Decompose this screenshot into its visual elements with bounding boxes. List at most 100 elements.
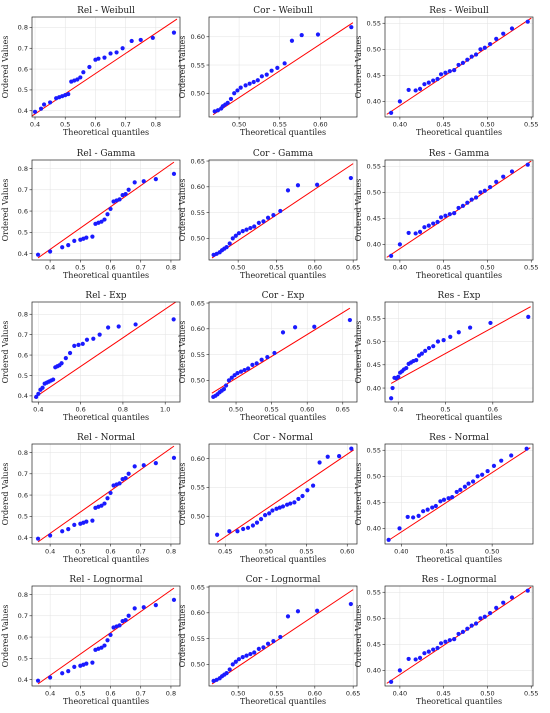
y-tick-label: 0.55 [191, 351, 205, 359]
data-point [233, 659, 238, 664]
data-point [284, 502, 290, 507]
data-point [396, 374, 401, 379]
data-point [236, 657, 242, 662]
y-tick-label: 0.7 [18, 45, 28, 53]
data-point [91, 336, 96, 341]
data-point [469, 197, 474, 202]
data-point [108, 632, 113, 638]
data-point [84, 519, 89, 524]
data-point [491, 463, 497, 468]
qq-panel: 0.4 0.6 0.8 1.0 0.4 0.5 0.6 0.7 0.8 Rel - Exp Theo… [1, 291, 181, 422]
data-point [248, 225, 253, 231]
data-point [501, 600, 506, 605]
data-point [349, 25, 354, 30]
data-point [422, 225, 427, 230]
x-tick-label: 0.6 [75, 406, 85, 414]
data-point [51, 377, 56, 382]
data-point [108, 490, 113, 496]
data-point [271, 639, 276, 644]
data-point [441, 497, 447, 502]
plot-frame [31, 16, 181, 118]
x-axis-label: Theoretical quantiles [63, 271, 149, 280]
y-tick-label: 0.7 [18, 612, 28, 620]
x-tick-label: 0.4 [393, 406, 403, 414]
panel-title: Res - Gamma [429, 149, 490, 159]
data-point [102, 217, 107, 222]
data-point [405, 514, 410, 520]
y-axis-label: Ordered Values [1, 179, 10, 242]
y-tick-label: 0.45 [367, 215, 381, 223]
data-point [259, 357, 264, 362]
data-point [255, 78, 260, 83]
data-point [406, 87, 411, 93]
data-point [133, 322, 138, 327]
data-point [34, 394, 39, 399]
data-point [72, 238, 77, 243]
x-tick-label: 0.6 [105, 690, 115, 698]
data-point [475, 474, 480, 479]
data-point [454, 489, 459, 495]
data-point [252, 650, 257, 655]
y-tick-label: 0.5 [18, 655, 28, 663]
data-point [509, 26, 515, 31]
y-tick-label: 0.7 [18, 331, 28, 339]
y-tick-label: 0.50 [191, 661, 205, 669]
y-tick-label: 0.7 [18, 186, 28, 194]
data-point [460, 203, 466, 208]
qq-panel: 0.50 0.55 0.60 0.65 0.50 0.55 0.60 0.65 Cor - Ga… [178, 149, 360, 280]
data-point [212, 109, 217, 114]
x-axis-label: Theoretical quantiles [240, 271, 326, 280]
y-axis-label: Ordered Values [1, 321, 10, 384]
data-point [105, 496, 110, 501]
data-point [295, 183, 301, 188]
data-point [246, 366, 251, 371]
data-point [132, 180, 137, 185]
x-axis-label: Theoretical quantiles [63, 697, 149, 706]
data-point [310, 483, 316, 488]
y-tick-label: 0.50 [367, 473, 381, 481]
data-point [221, 387, 227, 392]
x-tick-label: 1.0 [160, 406, 170, 414]
panel-title: Rel - Normal [77, 433, 135, 443]
reference-line [212, 22, 354, 116]
x-tick-label: 0.6 [105, 264, 115, 272]
y-tick-label: 0.5 [18, 513, 28, 521]
data-point [171, 171, 177, 176]
data-point [247, 81, 252, 86]
data-point [426, 223, 431, 228]
data-point [96, 56, 101, 61]
x-tick-label: 0.50 [480, 121, 494, 129]
data-point [141, 463, 146, 468]
qq-panel: 0.40 0.45 0.50 0.55 0.40 0.45 0.50 0.55 Res - Ga… [354, 149, 538, 280]
data-point [406, 656, 411, 662]
data-point [458, 487, 463, 492]
data-point [215, 108, 221, 113]
x-tick-label: 0.50 [480, 690, 494, 698]
x-tick-label: 0.4 [33, 406, 43, 414]
x-tick-label: 0.50 [232, 121, 246, 129]
data-point [35, 678, 41, 683]
panel-title: Cor - Exp [262, 291, 305, 301]
data-point [422, 82, 427, 87]
qq-panel: 0.40 0.45 0.50 0.40 0.45 0.50 0.55 Res - Normal… [354, 433, 534, 564]
data-point [132, 606, 137, 611]
data-point [245, 525, 251, 530]
data-point [102, 501, 107, 506]
data-point [267, 511, 272, 516]
data-point [244, 653, 249, 658]
data-point [48, 533, 53, 538]
data-point [117, 481, 122, 486]
x-tick-label: 0.4 [45, 548, 55, 556]
data-point [277, 505, 282, 510]
plot-frame [31, 301, 181, 403]
y-tick-label: 0.65 [191, 583, 205, 591]
plot-frame [384, 443, 534, 545]
reference-line [211, 589, 354, 685]
panel-title: Cor - Lognormal [246, 575, 321, 585]
data-point [447, 212, 452, 217]
data-point [278, 208, 283, 214]
data-point [97, 332, 102, 337]
y-tick-label: 0.40 [367, 667, 381, 675]
data-point [230, 662, 235, 667]
data-point [153, 177, 158, 182]
